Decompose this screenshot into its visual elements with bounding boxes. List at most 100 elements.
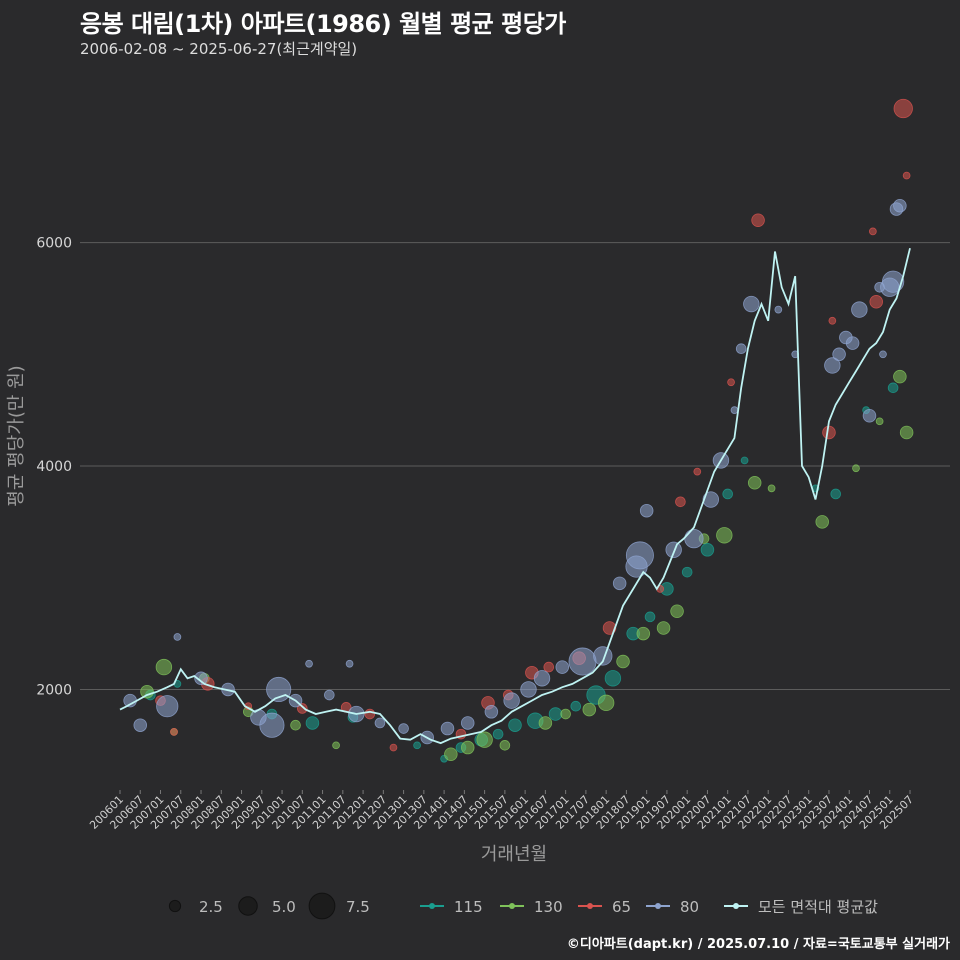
point-115-2010-10: [305, 716, 320, 730]
point-115-2020-07: [700, 543, 715, 557]
point-80-2022-04: [774, 305, 783, 314]
point-130-2006-09: [140, 684, 154, 699]
point-65-2024-08: [869, 227, 877, 236]
point-130-2025-06: [899, 425, 914, 440]
point-130-2017-01: [560, 708, 571, 720]
point-130-2020-12: [716, 527, 733, 544]
point-115-2025-02: [887, 382, 899, 394]
point-115-2016-10: [548, 707, 563, 721]
chart-title: 응봉 대림(1차) 아파트(1986) 월별 평균 평당가: [80, 10, 566, 38]
legend-dot-avg: [733, 903, 739, 909]
legend-size-label: 7.5: [346, 898, 370, 916]
legend: 2.5 5.0 7.5 115 130 65 80 모든 면적대 평균값: [168, 892, 878, 920]
point-80-2016-02: [520, 681, 537, 698]
legend-label-80: 80: [680, 898, 699, 916]
point-65-2024-09: [869, 295, 883, 309]
point-80-2024-02: [845, 336, 860, 350]
point-80-2010-09: [305, 659, 313, 668]
point-65-2021-10: [751, 213, 765, 227]
point-130-2018-12: [636, 626, 651, 641]
point-115-2018-03: [604, 670, 622, 687]
y-tick-label: 4000: [36, 459, 72, 475]
y-axis-label: 평균 평당가(만 원): [6, 365, 27, 506]
point-80-2017-06: [568, 647, 597, 676]
legend-label-65: 65: [612, 898, 631, 916]
point-80-2025-02: [882, 270, 905, 293]
point-130-2016-07: [538, 716, 553, 730]
point-130-2023-05: [815, 515, 829, 529]
point-65-2010-07: [297, 703, 308, 714]
point-80-2023-10: [832, 347, 846, 362]
point-80-2015-03: [484, 705, 499, 719]
average-line: [119, 247, 911, 745]
point-65-2012-10: [389, 743, 398, 752]
point-80-2014-02: [440, 721, 455, 736]
legend-dot-80: [655, 903, 661, 909]
point-115-2017-04: [570, 700, 582, 712]
point-80-2024-04: [851, 301, 868, 318]
point-80-2020-08: [702, 491, 720, 508]
point-80-2012-06: [374, 717, 386, 729]
point-130-2019-10: [670, 604, 684, 619]
point-80-2018-05: [612, 576, 627, 591]
point-65-2025-05: [893, 98, 913, 119]
legend-label-avg: 모든 면적대 평균값: [758, 898, 878, 916]
point-130-2019-06: [656, 621, 671, 635]
point-65-2019-11: [675, 496, 686, 508]
point-115-2020-01: [681, 566, 693, 578]
legend-size-7.5: [308, 892, 336, 920]
point-80-2007-03: [156, 695, 179, 718]
point-65-2023-08: [828, 316, 837, 325]
point-80-2013-01: [398, 723, 409, 734]
point-80-2024-07: [862, 408, 877, 423]
point-130-2011-05: [332, 741, 340, 750]
point-80-2019-01: [639, 503, 654, 518]
point-80-2023-08: [824, 357, 841, 374]
point-115-2019-02: [644, 611, 656, 623]
legend-size-5.0: [238, 896, 258, 916]
point-80-2009-10: [259, 712, 285, 738]
legend-label-130: 130: [534, 898, 563, 916]
point-80-2018-11: [625, 541, 654, 570]
data-credit: ©디아파트(dapt.kr) / 2025.07.10 / 자료=국토교통부 실…: [566, 937, 950, 952]
point-65-2025-06: [902, 171, 911, 180]
x-axis-ticks: 2006012006072007012007072008012008072009…: [87, 790, 916, 832]
point-130-2024-10: [875, 417, 884, 426]
point-115-2013-05: [413, 741, 421, 750]
point-130-2024-03: [852, 464, 860, 473]
point-80-2011-03: [324, 689, 335, 701]
point-130-2025-04: [893, 369, 907, 384]
point-80-2025-04: [893, 198, 907, 213]
point-80-2007-06: [173, 633, 182, 641]
point-65-2007-05: [170, 728, 178, 736]
point-65-2012-03: [364, 708, 376, 720]
y-axis-ticks: 2000 4000 6000: [36, 236, 72, 699]
point-115-2015-10: [508, 718, 522, 732]
point-130-2010-05: [290, 719, 301, 731]
point-80-2021-03: [730, 406, 739, 415]
point-115-2021-01: [722, 488, 733, 500]
gridlines: [80, 242, 950, 690]
point-80-2021-08: [743, 295, 760, 313]
point-115-2021-06: [740, 456, 749, 465]
legend-size-label: 5.0: [272, 898, 296, 916]
point-65-2016-08: [543, 661, 555, 673]
point-115-2015-05: [492, 728, 504, 740]
point-130-2017-08: [582, 702, 597, 717]
point-130-2007-02: [155, 658, 173, 676]
average-line-group: [119, 247, 911, 745]
point-130-2022-02: [767, 484, 776, 493]
chart-subtitle: 2006-02-08 ~ 2025-06-27(최근계약일): [80, 40, 358, 58]
legend-label-115: 115: [454, 898, 483, 916]
y-tick-label: 6000: [36, 236, 72, 252]
point-80-2006-07: [133, 718, 148, 732]
scatter-points: [123, 98, 914, 763]
legend-size-label: 2.5: [199, 898, 223, 916]
y-tick-label: 2000: [36, 682, 72, 698]
point-80-2015-09: [503, 692, 520, 709]
point-130-2014-08: [460, 740, 475, 755]
point-80-2011-09: [345, 659, 354, 668]
x-axis-label: 거래년월: [481, 844, 547, 865]
point-130-2018-01: [597, 694, 615, 712]
